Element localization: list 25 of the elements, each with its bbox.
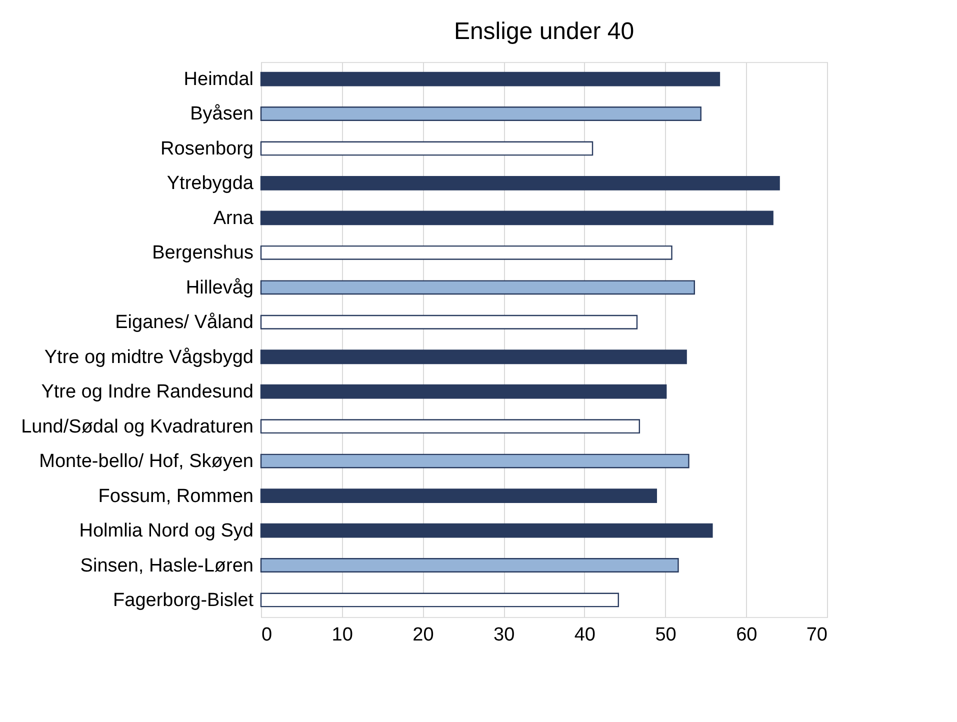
y-tick-label: Monte-bello/ Hof, Skøyen xyxy=(39,451,254,472)
y-tick-label: Heimdal xyxy=(184,69,254,90)
x-tick-label: 70 xyxy=(806,624,828,646)
y-tick-label: Fagerborg-Bislet xyxy=(113,590,254,611)
y-tick-label: Arna xyxy=(213,208,254,229)
x-tick-label: 60 xyxy=(736,624,758,646)
x-tick-label: 50 xyxy=(655,624,676,646)
y-tick-label: Lund/Sødal og Kvadraturen xyxy=(21,416,254,438)
y-tick-label: Ytre og Indre Randesund xyxy=(41,382,254,403)
x-tick-label: 40 xyxy=(574,624,596,646)
y-tick-label: Bergenshus xyxy=(152,242,254,264)
y-tick-label: Rosenborg xyxy=(160,138,254,160)
y-tick-label: Fossum, Rommen xyxy=(98,486,254,507)
chart-title: Enslige under 40 xyxy=(454,18,634,45)
y-tick-label: Eiganes/ Våland xyxy=(115,312,254,334)
x-tick-label: 0 xyxy=(262,624,272,646)
x-tick-label: 10 xyxy=(332,624,353,646)
y-tick-label: Hillevåg xyxy=(186,277,254,298)
y-tick-label: Holmlia Nord og Syd xyxy=(79,520,254,542)
x-tick-label: 20 xyxy=(412,624,434,646)
y-tick-label: Byåsen xyxy=(190,104,254,125)
x-tick-label: 30 xyxy=(494,624,515,646)
y-tick-label: Ytre og midtre Vågsbygd xyxy=(44,346,254,368)
y-tick-label: Sinsen, Hasle-Løren xyxy=(80,555,254,576)
y-tick-label: Ytrebygda xyxy=(166,173,254,194)
